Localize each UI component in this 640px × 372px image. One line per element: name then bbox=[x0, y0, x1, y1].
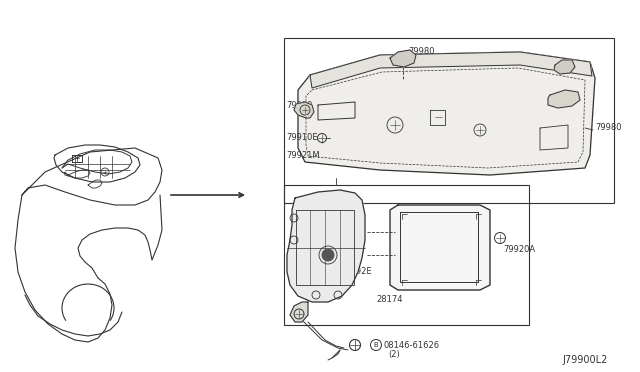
Text: B: B bbox=[374, 342, 378, 348]
Bar bbox=[284, 185, 529, 325]
Bar bbox=[284, 38, 614, 203]
Text: (2): (2) bbox=[388, 350, 400, 359]
Text: 79910E: 79910E bbox=[286, 134, 317, 142]
Text: 79980: 79980 bbox=[408, 48, 435, 57]
Polygon shape bbox=[554, 60, 575, 74]
Polygon shape bbox=[294, 102, 314, 118]
Polygon shape bbox=[548, 90, 580, 108]
Text: 79910: 79910 bbox=[286, 100, 312, 109]
Polygon shape bbox=[390, 50, 416, 67]
Polygon shape bbox=[390, 205, 490, 290]
Text: 28174: 28174 bbox=[377, 295, 403, 305]
Text: 08146-61626: 08146-61626 bbox=[383, 340, 439, 350]
Text: 79092E: 79092E bbox=[340, 267, 372, 276]
Polygon shape bbox=[298, 52, 595, 175]
Polygon shape bbox=[290, 302, 308, 322]
Polygon shape bbox=[287, 190, 365, 302]
Text: J79900L2: J79900L2 bbox=[562, 355, 607, 365]
Polygon shape bbox=[310, 52, 592, 88]
Text: 79980: 79980 bbox=[595, 124, 621, 132]
Text: 79921M: 79921M bbox=[286, 151, 319, 160]
Text: 79920A: 79920A bbox=[503, 246, 535, 254]
Circle shape bbox=[322, 249, 334, 261]
